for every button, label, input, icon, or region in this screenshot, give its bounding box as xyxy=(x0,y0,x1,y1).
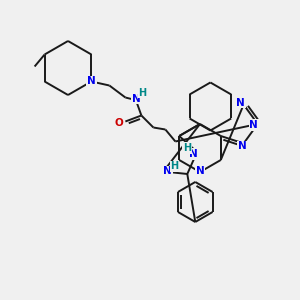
Text: N: N xyxy=(189,149,197,159)
Text: O: O xyxy=(114,118,123,128)
Text: N: N xyxy=(87,76,96,86)
Text: H: H xyxy=(183,143,191,153)
Text: N: N xyxy=(196,166,204,176)
Text: H: H xyxy=(138,88,146,98)
Text: H: H xyxy=(170,161,178,172)
Text: N: N xyxy=(238,141,247,152)
Text: N: N xyxy=(163,167,172,176)
Text: N: N xyxy=(249,120,258,130)
Text: N: N xyxy=(132,94,141,103)
Text: N: N xyxy=(236,98,245,108)
